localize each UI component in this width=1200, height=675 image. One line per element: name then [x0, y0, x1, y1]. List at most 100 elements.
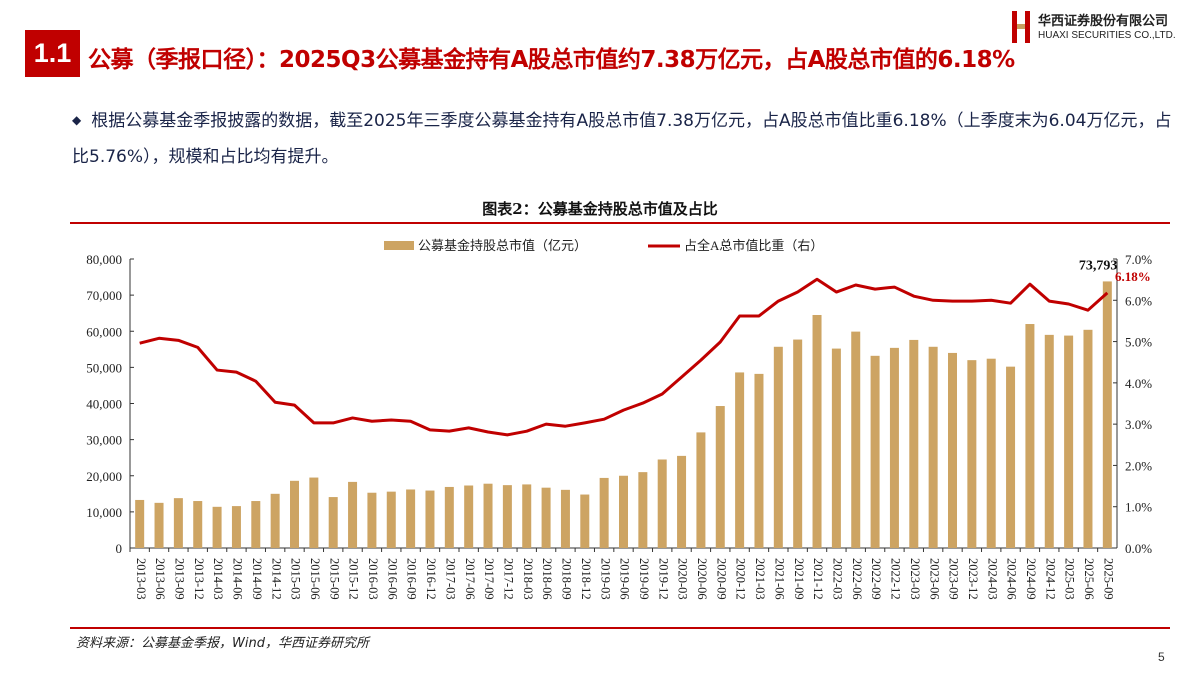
legend-line-label: 占全A总市值比重（右）: [684, 238, 823, 253]
right-tick-label: 3.0%: [1125, 417, 1152, 432]
bar: [173, 498, 183, 548]
x-tick-label: 2024-03: [985, 558, 999, 600]
x-tick-label: 2024-06: [1005, 558, 1019, 600]
bar: [444, 486, 454, 548]
bar: [948, 352, 957, 548]
bar: [135, 499, 145, 548]
bar: [1006, 366, 1016, 548]
bar: [1102, 281, 1112, 548]
x-tick-label: 2019-12: [656, 558, 670, 600]
left-tick-label: 30,000: [86, 433, 122, 448]
company-logo: 华西证券股份有限公司 HUAXI SECURITIES CO.,LTD.: [1012, 8, 1200, 46]
legend-bar-swatch: [384, 241, 414, 250]
bar: [831, 348, 841, 548]
x-tick-label: 2020-12: [734, 558, 748, 600]
x-tick-label: 2019-03: [598, 558, 612, 600]
right-tick-label: 0.0%: [1125, 541, 1152, 556]
right-tick-label: 7.0%: [1125, 252, 1152, 267]
bar: [580, 494, 590, 548]
x-tick-label: 2013-12: [192, 558, 206, 600]
bar: [560, 489, 570, 548]
x-tick-label: 2018-03: [521, 558, 535, 600]
bar: [464, 485, 474, 548]
huaxi-logo-icon: [1012, 11, 1030, 43]
bar: [290, 480, 299, 548]
bar: [541, 487, 551, 548]
x-tick-label: 2020-03: [676, 558, 690, 600]
bar: [735, 372, 745, 548]
bar: [1044, 334, 1054, 548]
x-tick-label: 2023-03: [908, 558, 922, 600]
bar: [367, 492, 377, 548]
x-tick-label: 2019-06: [618, 558, 632, 600]
bar: [889, 347, 899, 548]
right-tick-label: 1.0%: [1125, 500, 1152, 515]
x-tick-label: 2021-03: [753, 558, 767, 600]
x-tick-label: 2022-12: [889, 558, 903, 600]
left-tick-label: 10,000: [86, 505, 122, 520]
x-tick-label: 2014-06: [231, 558, 245, 600]
line-value-label: 6.18%: [1115, 269, 1151, 284]
x-tick-label: 2022-03: [831, 558, 845, 600]
x-tick-label: 2023-09: [947, 558, 961, 600]
x-tick-label: 2024-09: [1024, 558, 1038, 600]
logo-chinese-name: 华西证券股份有限公司: [1038, 14, 1169, 29]
bar: [1083, 329, 1093, 548]
x-tick-label: 2014-12: [269, 558, 283, 600]
bar: [696, 432, 706, 548]
source-note: 资料来源：公募基金季报，Wind，华西证券研究所: [76, 636, 369, 651]
bar: [812, 314, 822, 548]
x-tick-label: 2021-09: [792, 558, 806, 600]
left-tick-label: 20,000: [86, 469, 122, 484]
bar: [754, 373, 764, 548]
x-tick-label: 2019-09: [637, 558, 651, 600]
left-tick-label: 70,000: [86, 288, 122, 303]
bar: [715, 406, 725, 548]
bullet-text: 根据公募基金季报披露的数据，截至2025年三季度公募基金持有A股总市值7.38万…: [72, 111, 1172, 167]
bar: [851, 331, 861, 548]
x-tick-label: 2015-06: [308, 558, 322, 600]
section-number: 1.1: [25, 30, 80, 77]
x-tick-label: 2013-09: [173, 558, 187, 600]
bar: [638, 472, 648, 548]
x-tick-label: 2023-06: [927, 558, 941, 600]
diamond-bullet-icon: ◆: [72, 113, 82, 127]
bar: [154, 502, 164, 548]
bar: [1064, 335, 1074, 548]
footer-divider: [70, 627, 1170, 629]
bar: [251, 501, 261, 548]
x-tick-label: 2013-03: [134, 558, 148, 600]
bar-value-label: 73,793: [1079, 258, 1118, 273]
left-tick-label: 60,000: [86, 324, 122, 339]
bar: [348, 481, 358, 548]
bar: [793, 339, 803, 548]
bar: [599, 477, 609, 548]
logo-english-name: HUAXI SECURITIES CO.,LTD.: [1038, 30, 1176, 41]
x-tick-label: 2022-06: [850, 558, 864, 600]
x-tick-label: 2017-03: [443, 558, 457, 600]
right-tick-label: 6.0%: [1125, 293, 1152, 308]
bar: [967, 360, 977, 548]
bar: [928, 346, 938, 548]
bar: [773, 346, 783, 548]
right-tick-label: 5.0%: [1125, 335, 1152, 350]
bar: [677, 455, 687, 548]
bar: [231, 506, 241, 548]
x-tick-label: 2015-03: [289, 558, 303, 600]
bar: [309, 477, 319, 548]
x-tick-label: 2017-12: [502, 558, 516, 600]
bar: [406, 489, 416, 548]
x-tick-label: 2016-09: [405, 558, 419, 600]
left-tick-label: 40,000: [86, 397, 122, 412]
bar: [502, 485, 512, 548]
bar: [522, 484, 532, 548]
x-tick-label: 2020-06: [695, 558, 709, 600]
x-tick-label: 2023-12: [966, 558, 980, 600]
bar: [657, 459, 667, 548]
x-tick-label: 2014-03: [211, 558, 225, 600]
x-tick-label: 2017-06: [463, 558, 477, 600]
right-tick-label: 2.0%: [1125, 458, 1152, 473]
bar: [483, 483, 493, 548]
